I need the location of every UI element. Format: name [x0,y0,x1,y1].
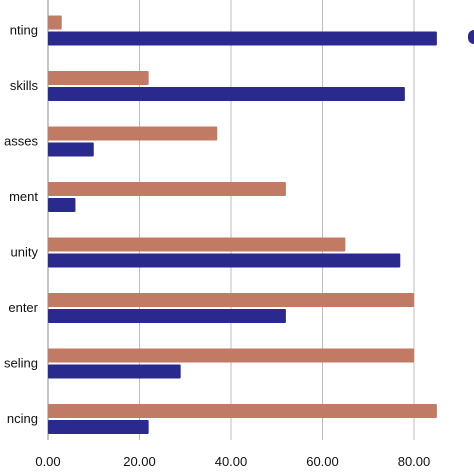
category-label: skills [10,78,39,93]
bar-ment-series-1 [48,182,286,196]
category-label: enter [8,300,38,315]
category-label: nting [10,23,38,38]
bar-unity-series-1 [48,237,346,252]
category-labels: nting skills asses ment unity enter seling ncin… [4,23,39,427]
bar-nting-series-1 [48,15,62,30]
bar-enter-series-1 [48,293,414,307]
bar-skills-series-2 [48,87,405,101]
bar-ncing-series-1 [48,404,437,418]
category-label: ncing [7,411,38,426]
x-axis-ticks: 0.00 20.00 40.00 60.00 80.00 [35,454,430,469]
bar-seling-series-2 [48,364,181,379]
bar-ncing-series-2 [48,420,149,434]
bar-skills-series-1 [48,71,149,85]
legend-marker-series-2 [468,30,474,44]
bar-enter-series-2 [48,309,286,323]
bars [48,15,437,434]
bar-asses-series-1 [48,126,218,141]
x-tick-label: 40.00 [215,454,248,469]
category-label: ment [9,189,38,204]
category-label: unity [11,245,39,260]
x-tick-label: 20.00 [123,454,156,469]
category-label: seling [4,356,38,371]
x-tick-label: 80.00 [398,454,431,469]
bar-seling-series-1 [48,348,414,363]
x-tick-label: 60.00 [306,454,339,469]
bar-asses-series-2 [48,142,94,157]
bar-unity-series-2 [48,253,401,268]
x-tick-label: 0.00 [35,454,60,469]
bar-nting-series-2 [48,31,437,46]
category-label: asses [4,134,38,149]
legend [468,30,474,44]
bar-ment-series-2 [48,198,76,212]
